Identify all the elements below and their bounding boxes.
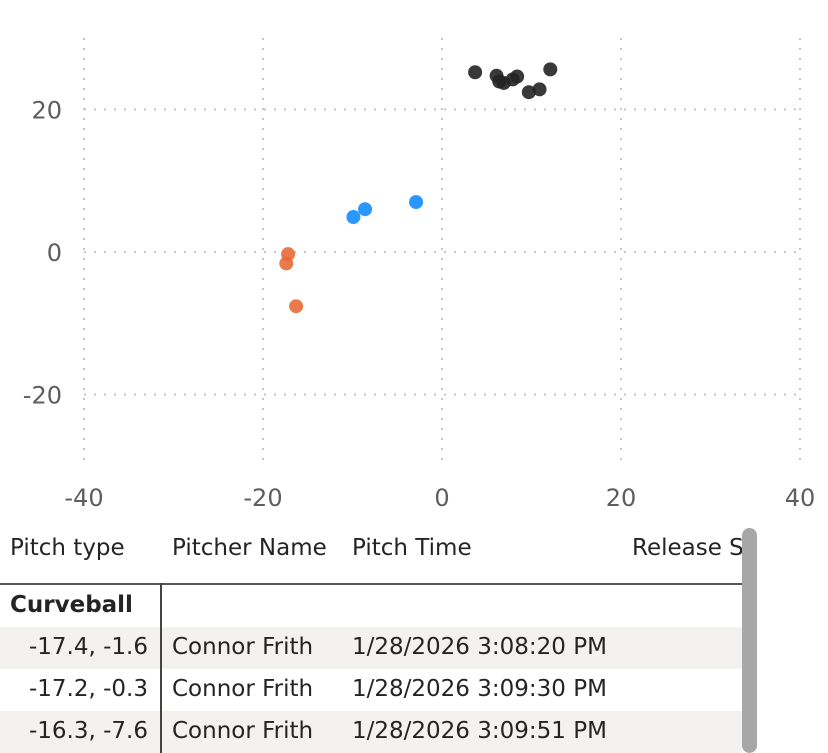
cell-time: 1/28/2026 3:09:51 PM [352, 718, 607, 744]
data-points [279, 62, 558, 314]
cell-pitcher: Connor Frith [172, 634, 314, 660]
y-tick-label: 20 [31, 96, 62, 124]
x-axis: -40 -20 0 20 40 [64, 484, 815, 512]
data-point[interactable] [281, 247, 296, 262]
column-header-pitcher-name[interactable]: Pitcher Name [172, 535, 327, 561]
pitch-table: Pitch type Pitcher Name Pitch Time Relea… [0, 525, 828, 753]
y-tick-label: 0 [47, 239, 62, 267]
cell-pitcher: Connor Frith [172, 718, 314, 744]
cell-location: -17.4, -1.6 [28, 634, 148, 660]
cell-pitcher: Connor Frith [172, 676, 314, 702]
x-tick-label: 40 [785, 484, 816, 512]
table-row[interactable]: -16.3, -7.6 Connor Frith 1/28/2026 3:09:… [0, 711, 742, 753]
column-header-pitch-time[interactable]: Pitch Time [352, 535, 472, 561]
cell-location: -17.2, -0.3 [28, 676, 148, 702]
group-row[interactable]: Curveball [0, 585, 742, 627]
x-tick-label: 20 [606, 484, 637, 512]
column-divider [160, 583, 162, 753]
data-point[interactable] [289, 299, 304, 314]
scatter-chart: 20 0 -20 -40 -20 0 20 40 [23, 38, 815, 512]
y-axis: 20 0 -20 [23, 96, 62, 409]
group-label: Curveball [10, 592, 133, 618]
column-header-pitch-type[interactable]: Pitch type [10, 535, 125, 561]
data-point[interactable] [358, 202, 373, 217]
table-header: Pitch type Pitcher Name Pitch Time Relea… [0, 525, 744, 585]
data-point[interactable] [409, 195, 424, 210]
data-point[interactable] [346, 210, 361, 225]
cell-time: 1/28/2026 3:08:20 PM [352, 634, 607, 660]
x-tick-label: 0 [434, 484, 449, 512]
data-point[interactable] [521, 85, 536, 100]
x-tick-label: -20 [243, 484, 282, 512]
cell-location: -16.3, -7.6 [28, 718, 148, 744]
data-point[interactable] [468, 65, 483, 80]
table-row[interactable]: -17.2, -0.3 Connor Frith 1/28/2026 3:09:… [0, 669, 742, 711]
gridlines [83, 38, 801, 466]
table-row[interactable]: -17.4, -1.6 Connor Frith 1/28/2026 3:08:… [0, 627, 742, 669]
x-tick-label: -40 [64, 484, 103, 512]
data-point[interactable] [543, 62, 558, 77]
cell-time: 1/28/2026 3:09:30 PM [352, 676, 607, 702]
table-scrollbar[interactable] [742, 528, 757, 753]
column-header-release-speed[interactable]: Release S [632, 535, 744, 561]
data-point[interactable] [532, 82, 547, 97]
data-point[interactable] [510, 69, 525, 84]
y-tick-label: -20 [23, 382, 62, 410]
